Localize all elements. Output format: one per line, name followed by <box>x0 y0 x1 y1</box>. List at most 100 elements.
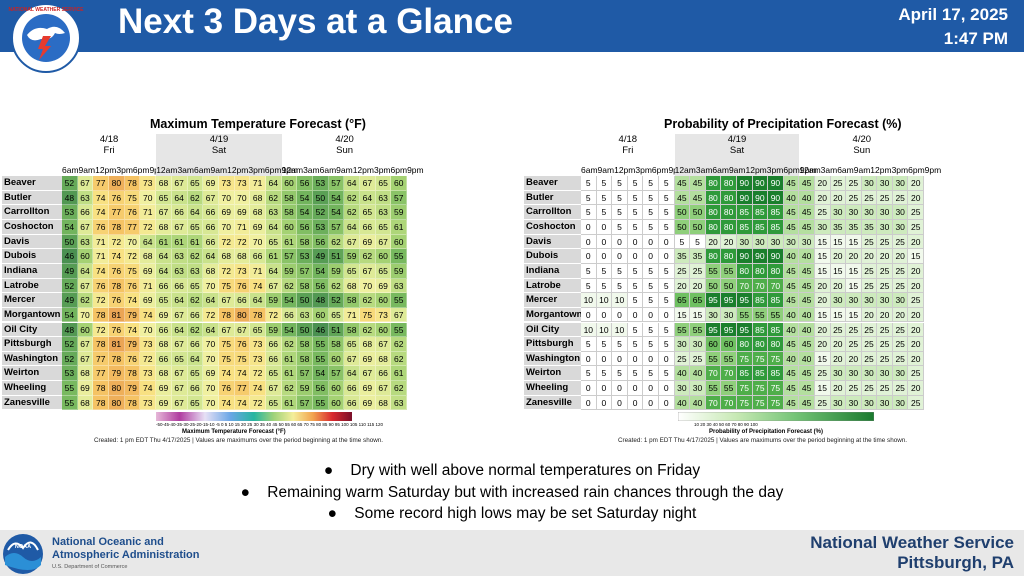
forecast-cell: 70 <box>234 190 251 206</box>
forecast-cell: 77 <box>234 381 251 396</box>
forecast-cell: 45 <box>690 176 706 191</box>
forecast-cell: 30 <box>861 366 878 382</box>
office-location: Pittsburgh, PA <box>897 553 1014 572</box>
forecast-cell: 68 <box>77 395 94 411</box>
hour-label: 9am <box>853 165 871 175</box>
forecast-cell: 0 <box>658 234 675 250</box>
forecast-cell: 65 <box>674 293 691 308</box>
forecast-cell: 65 <box>250 322 266 338</box>
forecast-cell: 68 <box>234 249 251 264</box>
forecast-cell: 66 <box>203 219 219 235</box>
forecast-cell: 15 <box>830 307 847 323</box>
forecast-cell: 15 <box>674 307 691 323</box>
precipitation-chart-note: Created: 1 pm EDT Thu 4/17/2025 | Values… <box>618 437 908 444</box>
forecast-cell: 55 <box>721 381 737 396</box>
forecast-cell: 68 <box>250 190 266 206</box>
forecast-cell: 69 <box>250 219 266 235</box>
hour-label: 9am <box>210 165 228 175</box>
forecast-cell: 58 <box>344 322 361 338</box>
forecast-cell: 73 <box>375 307 392 323</box>
forecast-cell: 62 <box>281 278 298 294</box>
table-row: Morgantown 0 0 0 0 0 0 15 15 30 30 55 55 55 40 40 15 15 15… <box>524 307 925 323</box>
forecast-cell: 35 <box>846 219 862 235</box>
forecast-cell: 5 <box>658 337 675 352</box>
table-row: Oil City 48 60 72 76 74 70 66 64 62 64 67 67 65 59 54 50… <box>2 322 408 338</box>
forecast-cell: 5 <box>627 205 644 220</box>
forecast-cell: 60 <box>281 219 298 235</box>
forecast-cell: 20 <box>908 381 925 396</box>
forecast-cell: 5 <box>596 263 613 279</box>
forecast-cell: 30 <box>674 337 691 352</box>
forecast-cell: 66 <box>187 381 204 396</box>
forecast-cell: 85 <box>768 205 784 220</box>
forecast-cell: 0 <box>627 351 644 367</box>
table-row: Wheeling 0 0 0 0 0 0 30 30 55 55 75 75 75 45 45 15 20 25 25… <box>524 381 925 396</box>
forecast-cell: 25 <box>846 381 862 396</box>
forecast-cell: 68 <box>375 351 392 367</box>
forecast-cell: 45 <box>799 278 815 294</box>
forecast-cell: 61 <box>281 395 298 411</box>
forecast-cell: 70 <box>721 366 737 382</box>
day-name: Sat <box>211 145 227 156</box>
table-row: Weirton 53 68 77 79 78 73 68 67 65 69 74 74 72 65 61 57 5… <box>2 366 408 382</box>
table-row: Pittsburgh 52 67 78 81 79 73 68 67 66 70 75 76 73 66 62… <box>2 337 408 352</box>
location-label: Dubois <box>524 249 581 264</box>
forecast-cell: 80 <box>109 381 125 396</box>
forecast-cell: 78 <box>93 337 110 352</box>
forecast-cell: 45 <box>783 395 800 411</box>
forecast-cell: 63 <box>265 205 282 220</box>
forecast-cell: 40 <box>674 366 691 382</box>
forecast-cell: 5 <box>581 205 597 220</box>
forecast-cell: 45 <box>783 366 800 382</box>
forecast-cell: 45 <box>799 293 815 308</box>
forecast-cell: 15 <box>690 307 706 323</box>
forecast-cell: 61 <box>171 234 188 250</box>
table-row: Davis 50 63 71 72 70 64 61 61 61 66 72 72 70 65 61 58 56 6… <box>2 234 408 250</box>
day-name: Fri <box>622 145 634 156</box>
forecast-cell: 70 <box>203 351 219 367</box>
forecast-cell: 70 <box>250 234 266 250</box>
forecast-cell: 65 <box>344 263 361 279</box>
forecast-cell: 30 <box>830 366 847 382</box>
forecast-cell: 67 <box>203 190 219 206</box>
noaa-logo-text: NOAA <box>15 544 31 550</box>
forecast-cell: 80 <box>721 205 737 220</box>
table-row: Pittsburgh 5 5 5 5 5 5 30 30 60 60 80 80 80 45 45 20 20 25… <box>524 337 925 352</box>
forecast-cell: 58 <box>328 337 345 352</box>
temperature-colorbar-label: Maximum Temperature Forecast (°F) <box>182 429 286 435</box>
hour-label: 6pm <box>908 165 925 175</box>
forecast-cell: 5 <box>612 219 628 235</box>
location-label: Beaver <box>2 176 62 191</box>
hour-label: 6am <box>581 165 598 175</box>
forecast-cell: 25 <box>877 351 893 367</box>
forecast-cell: 70 <box>203 381 219 396</box>
forecast-cell: 75 <box>360 307 376 323</box>
forecast-cell: 59 <box>391 205 408 220</box>
forecast-cell: 80 <box>752 263 769 279</box>
location-label: Pittsburgh <box>524 337 581 352</box>
table-row: Indiana 49 64 74 76 75 69 64 63 63 68 72 73 71 64 59 57 5… <box>2 263 408 279</box>
forecast-cell: 25 <box>892 278 909 294</box>
forecast-cell: 73 <box>140 337 157 352</box>
forecast-cell: 15 <box>846 263 862 279</box>
forecast-cell: 30 <box>892 219 909 235</box>
table-row: Zanesville 0 0 0 0 0 0 40 40 70 70 75 75 75 45 45 25 30 30… <box>524 395 925 411</box>
forecast-cell: 40 <box>783 322 800 338</box>
forecast-cell: 74 <box>140 307 157 323</box>
precipitation-colorbar-ticks: 10 20 30 40 50 60 70 80 90 100 <box>694 422 758 427</box>
forecast-cell: 15 <box>830 263 847 279</box>
precipitation-chart-title: Probability of Precipitation Forecast (%… <box>664 117 902 131</box>
table-row: Carrollton 53 66 74 77 76 71 67 66 64 66 69 69 68 63 58… <box>2 205 408 220</box>
hour-label: 6am <box>194 165 211 175</box>
forecast-cell: 64 <box>187 205 204 220</box>
table-row: Davis 0 0 0 0 0 0 5 5 20 20 30 30 30 30 30 15 15 15 25 25 25 2… <box>524 234 925 250</box>
forecast-cell: 85 <box>768 366 784 382</box>
day-name: Sun <box>853 145 871 156</box>
forecast-cell: 67 <box>375 337 392 352</box>
location-label: Coshocton <box>524 219 581 235</box>
forecast-cell: 80 <box>736 337 753 352</box>
forecast-cell: 69 <box>140 263 157 279</box>
forecast-cell: 70 <box>124 234 141 250</box>
forecast-cell: 55 <box>705 381 722 396</box>
forecast-cell: 58 <box>297 234 313 250</box>
